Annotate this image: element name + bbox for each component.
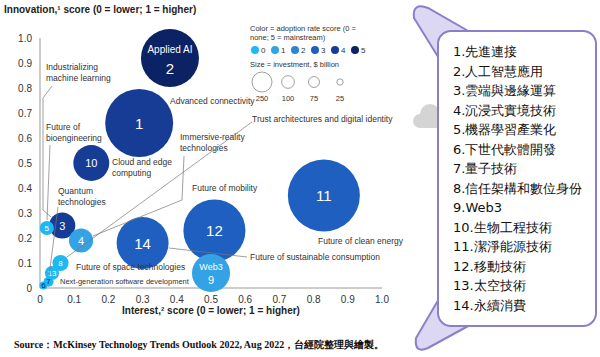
svg-text:0.4: 0.4: [18, 183, 32, 194]
html-text:14.永續消費: 14.永續消費: [453, 297, 526, 313]
svg-text:0.9: 0.9: [341, 294, 355, 305]
svg-text:12: 12: [206, 222, 223, 239]
svg-text:0.2: 0.2: [101, 294, 115, 305]
svg-text:0.7: 0.7: [18, 108, 32, 119]
svg-text:Applied AI: Applied AI: [147, 44, 192, 55]
html-text:4.沉浸式實境技術: 4.沉浸式實境技術: [453, 102, 557, 118]
svg-text:0: 0: [261, 46, 266, 55]
html-text:Trust architectures and digita: Trust architectures and digital identity: [252, 114, 393, 124]
svg-text:75: 75: [310, 94, 318, 103]
html-text:Size = investment, $ billion: Size = investment, $ billion: [250, 60, 339, 69]
svg-text:10: 10: [85, 157, 97, 169]
svg-text:0.7: 0.7: [272, 294, 286, 305]
html-text:12.移動技術: 12.移動技術: [453, 258, 526, 274]
svg-text:0.5: 0.5: [204, 294, 218, 305]
svg-text:2: 2: [301, 46, 306, 55]
svg-text:7: 7: [46, 277, 51, 287]
svg-text:0.6: 0.6: [18, 133, 32, 144]
svg-text:5: 5: [45, 224, 50, 233]
svg-text:6: 6: [41, 281, 46, 290]
svg-text:0.2: 0.2: [18, 233, 32, 244]
html-text:6.下世代軟體開發: 6.下世代軟體開發: [453, 141, 557, 157]
svg-text:11: 11: [316, 187, 332, 204]
html-text:3.雲端與邊緣運算: 3.雲端與邊緣運算: [453, 83, 557, 98]
html-text:Color = adoption rate score (0: Color = adoption rate score (0 = none; 5…: [250, 24, 356, 42]
svg-text:4: 4: [78, 235, 84, 247]
svg-text:100: 100: [282, 94, 295, 103]
html-text:13.太空技術: 13.太空技術: [453, 278, 526, 293]
svg-text:13: 13: [48, 269, 57, 278]
html-text:1.先進連接: 1.先進連接: [453, 44, 518, 59]
svg-text:3: 3: [321, 46, 326, 55]
svg-text:0: 0: [26, 283, 32, 294]
html-text:Innovation,¹ score (0 = lower;: Innovation,¹ score (0 = lower; 1 = highe…: [4, 4, 197, 15]
svg-text:4: 4: [341, 46, 346, 55]
svg-text:2: 2: [166, 60, 174, 77]
svg-text:5: 5: [361, 46, 366, 55]
svg-text:0.3: 0.3: [18, 208, 32, 219]
svg-text:8: 8: [58, 259, 63, 268]
html-text:Future of clean energy: Future of clean energy: [318, 236, 404, 246]
html-text:Industrializing machine learni: Industrializing machine learning: [46, 62, 111, 83]
html-text:11.潔淨能源技術: 11.潔淨能源技術: [453, 239, 552, 254]
html-text:Next-generation software devel: Next-generation software development: [60, 277, 189, 286]
svg-text:1: 1: [135, 115, 143, 132]
svg-text:0.1: 0.1: [67, 294, 81, 305]
svg-text:14: 14: [134, 235, 151, 252]
html-text:Cloud and edge computing: Cloud and edge computing: [112, 157, 172, 178]
svg-text:25: 25: [336, 94, 344, 103]
svg-text:1.0: 1.0: [375, 294, 389, 305]
html-text:10.生物工程技術: 10.生物工程技術: [453, 219, 552, 235]
svg-text:0.5: 0.5: [18, 158, 32, 169]
html-text:Future of mobility: Future of mobility: [192, 183, 258, 193]
html-text:Interest,² score (0 = lower; 1: Interest,² score (0 = lower; 1 = higher): [122, 305, 300, 316]
svg-text:0.8: 0.8: [307, 294, 321, 305]
html-text:8.信任架構和數位身份: 8.信任架構和數位身份: [453, 180, 583, 196]
html-text:Advanced connectivity: Advanced connectivity: [170, 96, 255, 106]
html-text:Immersive-reality technologies: Immersive-reality technologies: [180, 132, 245, 153]
svg-text:0.4: 0.4: [170, 294, 184, 305]
html-text:5.機器學習產業化: 5.機器學習產業化: [453, 122, 557, 137]
html-text:Future of sustainable consumpt: Future of sustainable consumption: [250, 252, 380, 262]
svg-text:0.9: 0.9: [18, 58, 32, 69]
html-text:9.Web3: 9.Web3: [453, 200, 502, 215]
html-text:Quantum technologies: Quantum technologies: [58, 186, 106, 207]
svg-text:1.0: 1.0: [18, 33, 32, 44]
svg-text:3: 3: [59, 220, 65, 232]
svg-text:Web3: Web3: [199, 262, 222, 272]
svg-text:0.3: 0.3: [136, 294, 150, 305]
svg-text:250: 250: [256, 94, 269, 103]
svg-text:0.6: 0.6: [238, 294, 252, 305]
svg-text:0: 0: [37, 294, 43, 305]
html-text:Future of bioengineering: Future of bioengineering: [46, 122, 102, 143]
svg-text:0.1: 0.1: [18, 258, 32, 269]
html-text:2.人工智慧應用: 2.人工智慧應用: [453, 63, 544, 79]
html-text:Source：McKinsey Technology Tre: Source：McKinsey Technology Trends Outloo…: [14, 339, 385, 350]
svg-text:1: 1: [281, 46, 286, 55]
html-text:Future of space technologies: Future of space technologies: [76, 262, 186, 272]
svg-text:0.8: 0.8: [18, 83, 32, 94]
svg-text:9: 9: [208, 274, 214, 286]
html-text:7.量子技術: 7.量子技術: [453, 161, 518, 176]
